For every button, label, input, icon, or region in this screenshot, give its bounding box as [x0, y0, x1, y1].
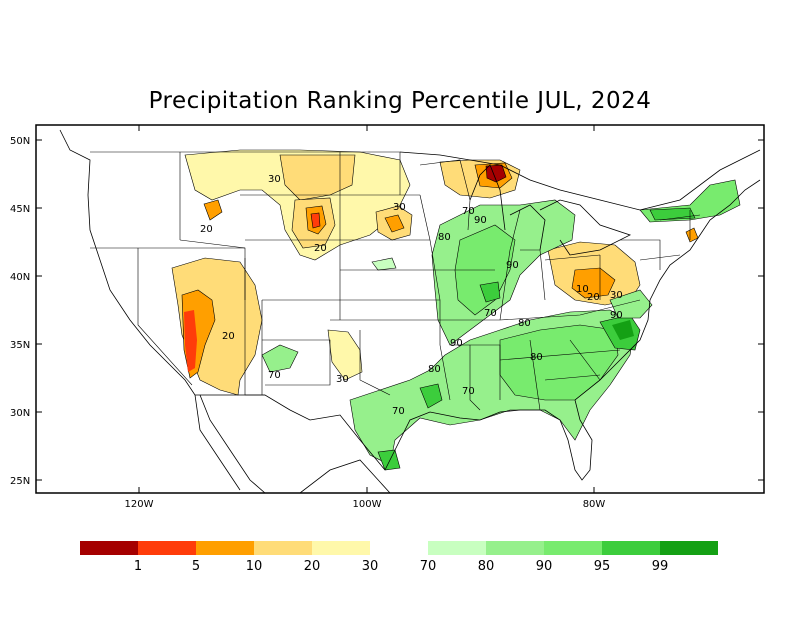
contour-label: 70	[484, 308, 497, 319]
lat-label-50n: 50N	[10, 136, 30, 147]
dry-region-texas-panhandle	[327, 329, 363, 381]
wet-region-new-mexico	[261, 344, 299, 373]
contour-label: 90	[506, 260, 519, 271]
legend-swatches	[80, 541, 718, 555]
contour-label: 30	[610, 290, 623, 301]
legend-swatch	[486, 541, 544, 555]
lat-labels: 50N 45N 40N 35N 30N 25N	[10, 136, 30, 487]
lat-label-35n: 35N	[10, 340, 30, 351]
dry-region-idaho	[203, 199, 223, 221]
legend-label-70: 70	[420, 559, 437, 574]
dry-region-wyoming-red	[310, 212, 321, 229]
wet-region-louisiana	[419, 383, 443, 409]
contour-label: 70	[462, 206, 475, 217]
legend-swatch	[138, 541, 196, 555]
state-boundaries	[90, 151, 701, 411]
lon-label-100w: 100W	[353, 499, 382, 510]
contour-label: 80	[428, 364, 441, 375]
contour-label: 30	[268, 174, 281, 185]
contour-label: 90	[474, 215, 487, 226]
legend-label-5: 5	[192, 559, 200, 574]
contour-label: 80	[438, 232, 451, 243]
contour-label: 20	[222, 331, 235, 342]
contour-label: 10	[576, 284, 589, 295]
contour-label: 30	[393, 202, 406, 213]
legend-swatch	[312, 541, 370, 555]
legend-swatch	[544, 541, 602, 555]
contour-label: 70	[462, 386, 475, 397]
east-coast	[574, 179, 761, 401]
contour-label: 20	[314, 243, 327, 254]
lat-label-40n: 40N	[10, 272, 30, 283]
dry-region-south-dakota-orange	[384, 214, 405, 233]
legend-label-90: 90	[536, 559, 553, 574]
contour-label: 90	[450, 338, 463, 349]
wet-region-virginia	[609, 289, 653, 319]
lon-label-80w: 80W	[583, 499, 606, 510]
legend-label-30: 30	[362, 559, 379, 574]
lat-label-25n: 25N	[10, 476, 30, 487]
lon-labels: 120W 100W 80W	[125, 499, 606, 510]
contour-label: 90	[610, 310, 623, 321]
dry-region-southwest-red	[184, 310, 197, 372]
legend-swatch	[196, 541, 254, 555]
legend-label-80: 80	[478, 559, 495, 574]
contour-labels: 30 20 20 30 70 90 80 90 20 70 30 70 90 8…	[200, 174, 623, 417]
legend-swatch	[602, 541, 660, 555]
mexico-border	[195, 394, 386, 471]
baja-coast	[199, 394, 266, 493]
map-frame	[35, 124, 765, 494]
great-lakes	[469, 164, 632, 256]
wet-region-north-carolina-inner	[612, 320, 634, 340]
coastlines	[59, 129, 761, 493]
lon-axis	[138, 125, 595, 493]
wet-region-midwest-inner	[479, 281, 501, 303]
contour-label: 70	[392, 406, 405, 417]
contour-label: 70	[268, 370, 281, 381]
wet-region-nebraska	[371, 257, 397, 271]
contour-label: 20	[200, 224, 213, 235]
legend-label-10: 10	[246, 559, 263, 574]
gulf-coast	[384, 399, 593, 481]
canada-border	[399, 149, 761, 211]
legend-swatch	[254, 541, 312, 555]
contour-label: 80	[518, 318, 531, 329]
wet-regions	[261, 179, 741, 471]
legend-label-99: 99	[652, 559, 669, 574]
map-content	[59, 129, 761, 493]
lat-label-30n: 30N	[10, 408, 30, 419]
legend-swatch	[80, 541, 138, 555]
legend-swatch	[660, 541, 718, 555]
contour-label: 30	[336, 374, 349, 385]
mexico-interior	[299, 459, 391, 493]
legend-label-1: 1	[134, 559, 142, 574]
legend-labels: 1 5 10 20 30 70 80 90 95 99	[134, 559, 668, 574]
lat-label-45n: 45N	[10, 204, 30, 215]
legend-swatch	[370, 541, 428, 555]
contour-label: 20	[587, 292, 600, 303]
lat-axis	[36, 139, 764, 481]
lon-label-120w: 120W	[125, 499, 154, 510]
wet-region-texas-coast	[377, 449, 401, 471]
legend-swatch	[428, 541, 486, 555]
contour-label: 80	[530, 352, 543, 363]
west-coast	[59, 129, 241, 491]
map-title: Precipitation Ranking Percentile JUL, 20…	[148, 88, 652, 114]
legend-label-20: 20	[304, 559, 321, 574]
legend-label-95: 95	[594, 559, 611, 574]
